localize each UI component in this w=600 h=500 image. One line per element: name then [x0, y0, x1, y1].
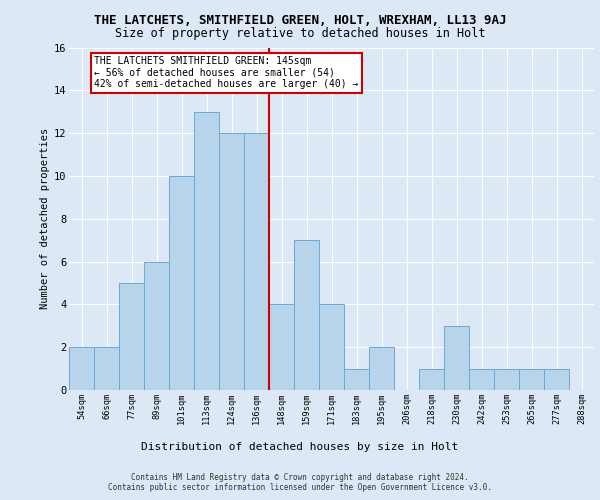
Bar [419, 368, 444, 390]
Bar [294, 240, 319, 390]
Bar [169, 176, 194, 390]
Bar [69, 347, 94, 390]
Bar [319, 304, 344, 390]
Bar [194, 112, 219, 390]
Bar [244, 133, 269, 390]
Text: Size of property relative to detached houses in Holt: Size of property relative to detached ho… [115, 27, 485, 40]
Bar [344, 368, 369, 390]
Bar [444, 326, 469, 390]
Bar [494, 368, 519, 390]
Bar [544, 368, 569, 390]
Bar [94, 347, 119, 390]
Bar [469, 368, 494, 390]
Bar [144, 262, 169, 390]
Text: Distribution of detached houses by size in Holt: Distribution of detached houses by size … [142, 442, 458, 452]
Bar [269, 304, 294, 390]
Bar [369, 347, 394, 390]
Text: Contains HM Land Registry data © Crown copyright and database right 2024.
Contai: Contains HM Land Registry data © Crown c… [108, 472, 492, 492]
Bar [119, 283, 144, 390]
Text: THE LATCHETS, SMITHFIELD GREEN, HOLT, WREXHAM, LL13 9AJ: THE LATCHETS, SMITHFIELD GREEN, HOLT, WR… [94, 14, 506, 27]
Bar [519, 368, 544, 390]
Y-axis label: Number of detached properties: Number of detached properties [40, 128, 50, 310]
Bar [219, 133, 244, 390]
Text: THE LATCHETS SMITHFIELD GREEN: 145sqm
← 56% of detached houses are smaller (54)
: THE LATCHETS SMITHFIELD GREEN: 145sqm ← … [94, 56, 358, 90]
